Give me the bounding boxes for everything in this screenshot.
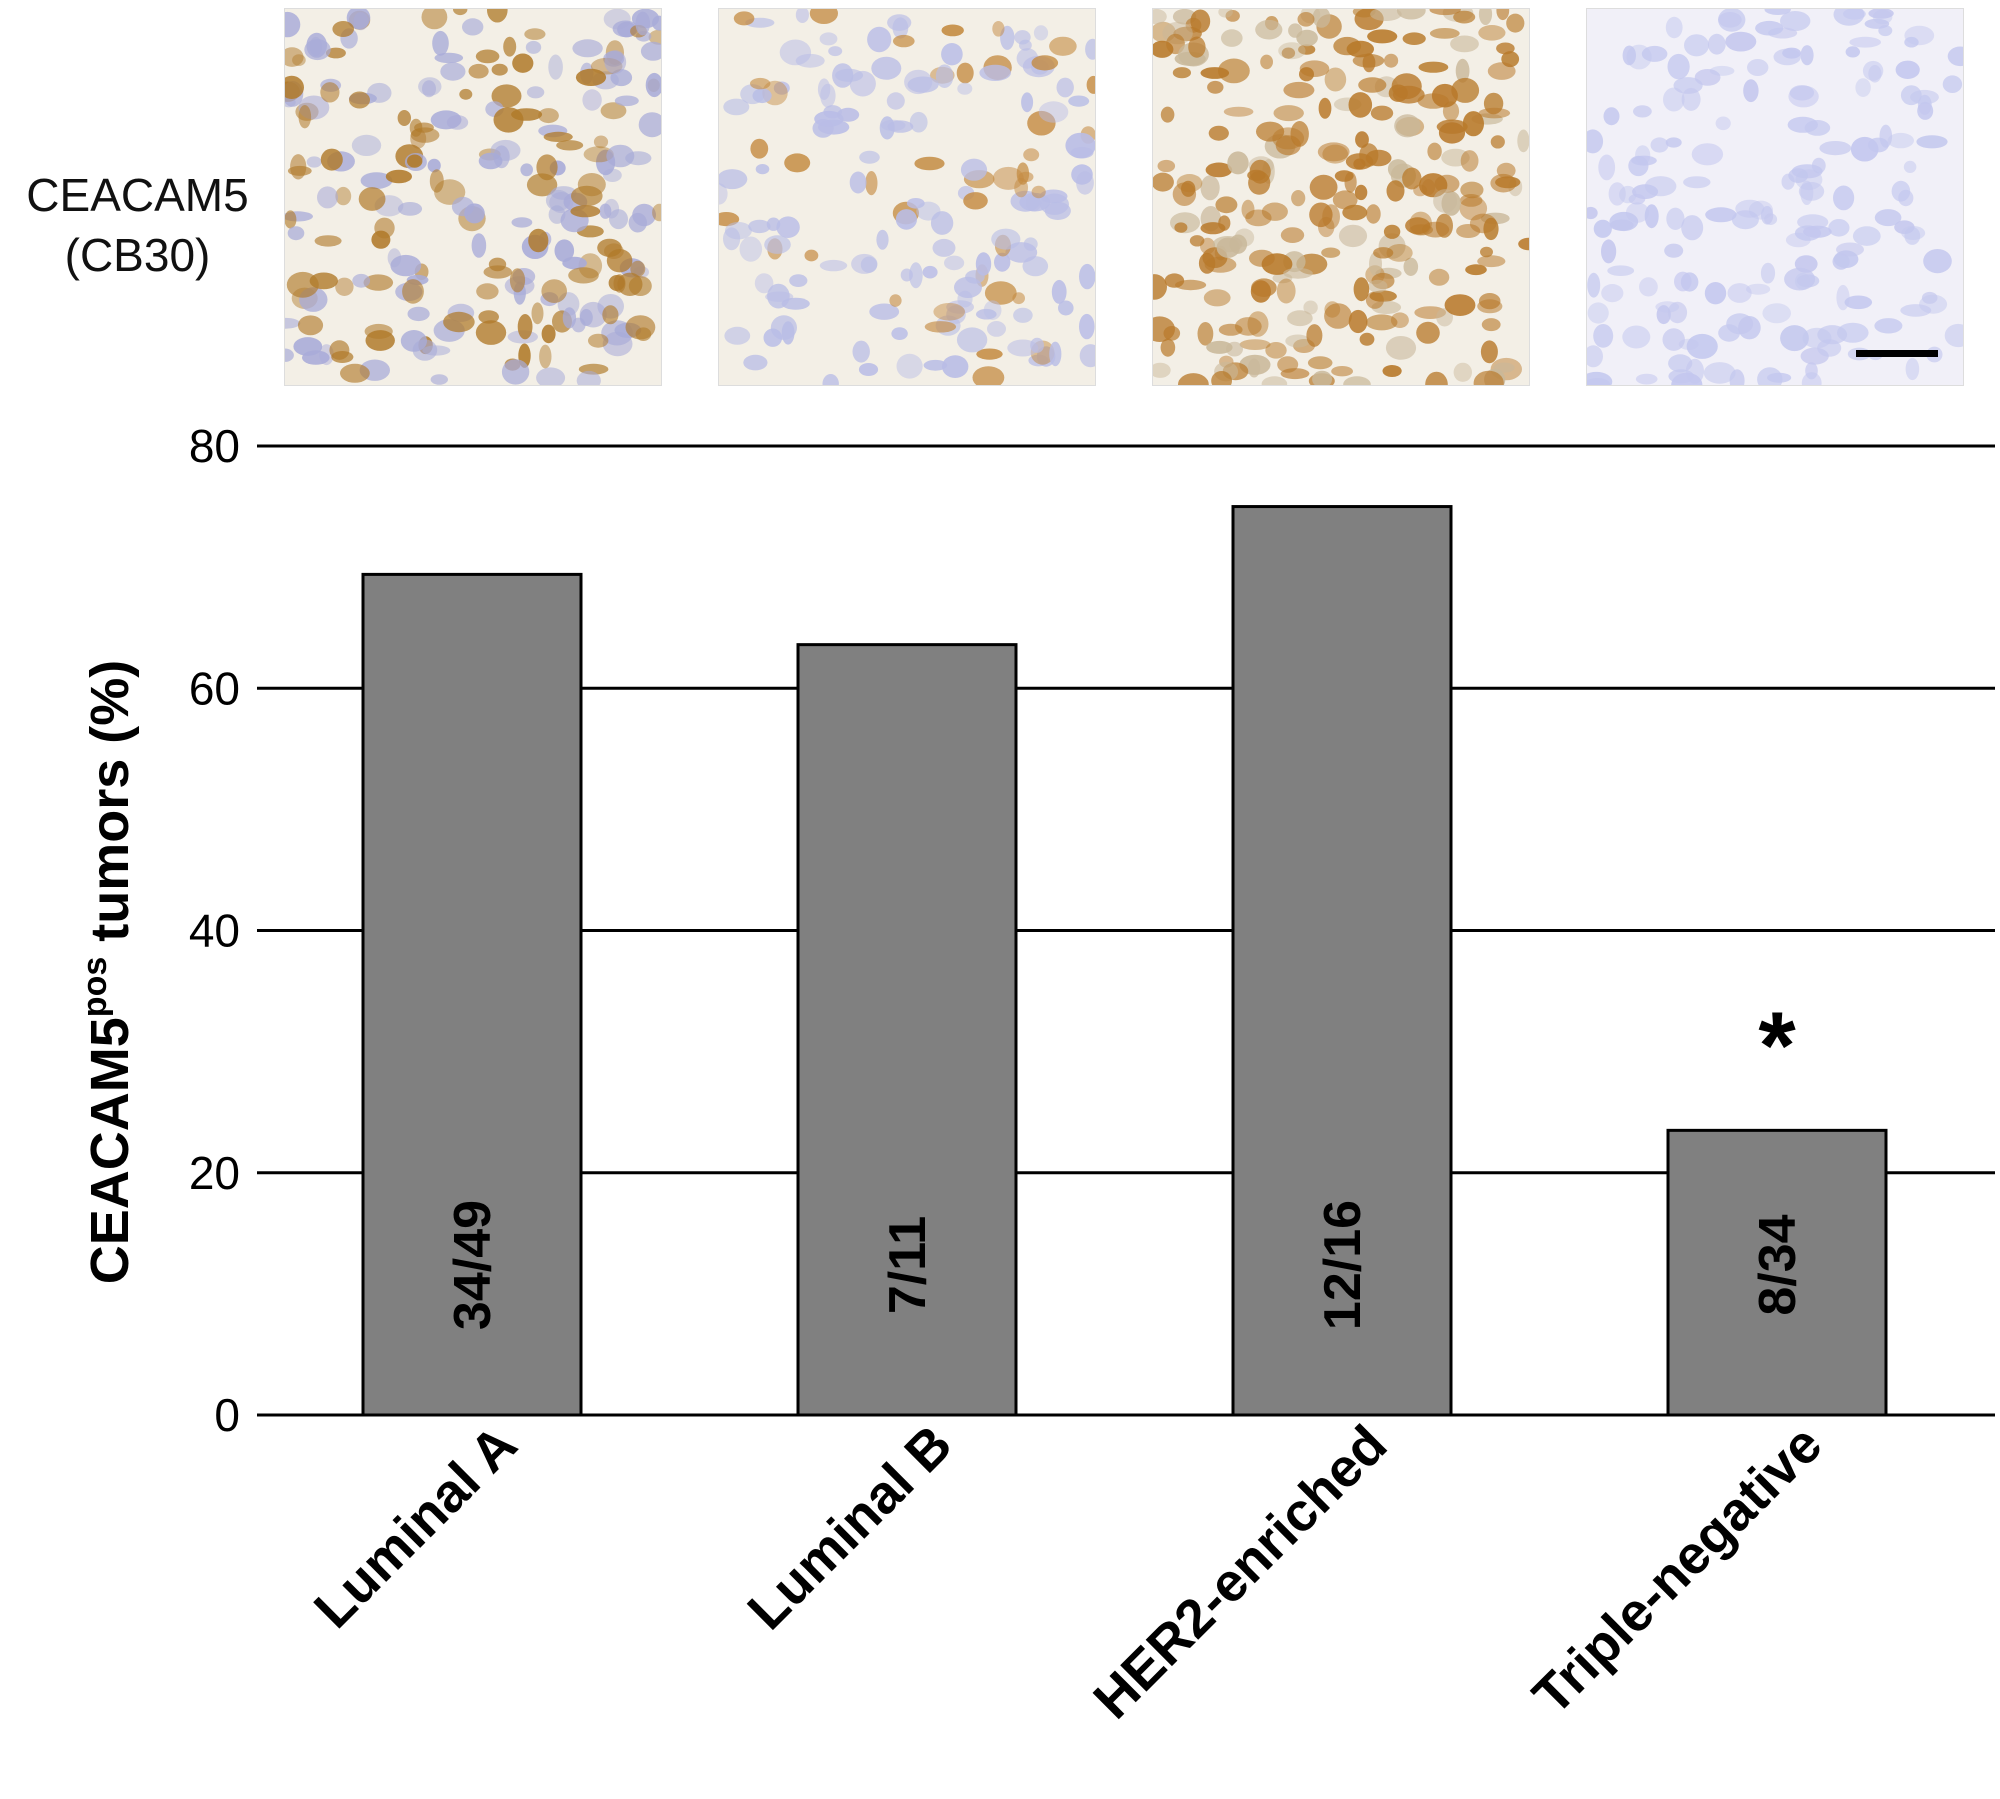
y-tick-label: 80 (189, 420, 240, 472)
bar-count-labels: 34/49 7/11 12/16 8/34 (444, 1200, 1807, 1330)
bar-count-label: 34/49 (444, 1200, 502, 1330)
x-category-labels: Luminal A Luminal B HER2-enriched Triple-ne… (303, 1414, 1834, 1730)
bar-count-label: 7/11 (879, 1216, 937, 1314)
y-tick-label: 20 (189, 1147, 240, 1199)
bar (361, 572, 583, 1417)
y-axis-label-main: CEACAM5 (80, 1017, 140, 1284)
micrograph-her2-enriched (1142, 0, 1539, 398)
y-axis-label-superscript: pos (76, 957, 114, 1017)
x-category-label: Luminal B (736, 1414, 963, 1641)
micrograph-luminal-b (710, 2, 1102, 394)
micrograph-triple-negative (1580, 3, 1973, 398)
bar-count-label: 12/16 (1314, 1200, 1372, 1330)
bar-count-label: 8/34 (1749, 1214, 1807, 1315)
y-tick-label: 0 (214, 1389, 240, 1441)
y-tick-label: 60 (189, 662, 240, 714)
row-label-antibody: (CB30) (64, 229, 211, 281)
micrograph-row-label: CEACAM5 (CB30) (0, 165, 275, 285)
bar (1231, 505, 1453, 1417)
y-axis-label-rest: tumors (%) (80, 660, 140, 957)
scale-bar (1856, 350, 1938, 357)
bar (1666, 1128, 1888, 1417)
x-category-label: HER2-enriched (1082, 1414, 1398, 1730)
bars (361, 505, 1888, 1417)
significance-annotations: * (1758, 992, 1796, 1099)
x-category-label: Triple-negative (1522, 1414, 1834, 1726)
significance-asterisk: * (1758, 992, 1796, 1099)
y-tick-labels: 0 20 40 60 80 (189, 420, 240, 1441)
micrograph-luminal-a (270, 0, 669, 391)
y-tick-label: 40 (189, 905, 240, 957)
y-axis-label: CEACAM5pos tumors (%) (76, 660, 140, 1284)
bar (796, 643, 1018, 1417)
x-category-label: Luminal A (303, 1414, 529, 1640)
row-label-protein: CEACAM5 (26, 169, 249, 221)
